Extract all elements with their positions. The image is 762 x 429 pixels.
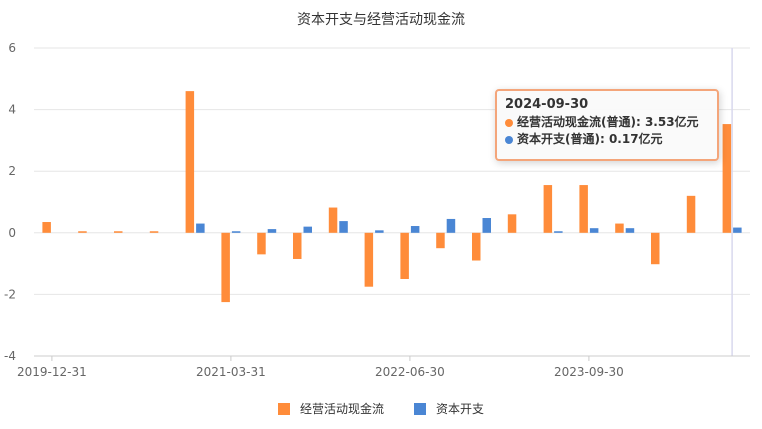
- bar-ocf: [651, 232, 660, 265]
- bar-ocf: [507, 214, 517, 233]
- bar-capex: [446, 218, 456, 233]
- bar-capex: [625, 228, 635, 233]
- tooltip: 2024-09-30 经营活动现金流(普通): 3.53亿元 资本开支(普通):…: [495, 89, 719, 161]
- bar-ocf: [579, 185, 588, 233]
- bar-capex: [339, 221, 348, 233]
- bar-ocf: [543, 185, 553, 233]
- bar-ocf: [328, 207, 338, 233]
- y-tick-label: -4: [4, 349, 16, 363]
- bar-capex: [303, 226, 312, 233]
- tooltip-row-ocf: 经营活动现金流(普通): 3.53亿元: [505, 114, 709, 131]
- y-tick-label: 2: [8, 164, 16, 178]
- capex-dot-icon: [505, 135, 513, 144]
- bar-ocf: [436, 232, 445, 249]
- bar-ocf: [149, 231, 159, 233]
- bar-ocf: [114, 231, 123, 233]
- bar-capex: [375, 230, 384, 233]
- bar-capex: [196, 223, 205, 233]
- legend-swatch-capex: [414, 402, 426, 415]
- bar-ocf: [293, 232, 302, 259]
- bar-ocf: [686, 195, 696, 233]
- bar-ocf: [400, 232, 409, 279]
- bar-ocf: [42, 222, 51, 233]
- bar-ocf: [185, 91, 195, 233]
- bar-ocf: [221, 232, 230, 303]
- tooltip-date: 2024-09-30: [505, 97, 589, 112]
- y-tick-label: 4: [8, 103, 16, 117]
- bar-ocf: [78, 231, 87, 233]
- bar-capex: [410, 226, 420, 233]
- bar-capex: [589, 228, 599, 233]
- bar-capex: [733, 227, 742, 233]
- x-tick-label: 2021-03-31: [196, 365, 266, 379]
- legend: 经营活动现金流 资本开支: [0, 400, 762, 417]
- x-tick-label: 2022-06-30: [375, 365, 445, 379]
- legend-swatch-ocf: [277, 402, 290, 415]
- legend-label-capex: 资本开支: [436, 402, 485, 416]
- bar-ocf: [472, 232, 481, 261]
- chart-title: 资本开支与经营活动现金流: [297, 12, 465, 28]
- x-tick-label: 2023-09-30: [554, 365, 624, 379]
- bar-ocf: [722, 124, 732, 233]
- y-tick-label: 0: [8, 226, 16, 240]
- tooltip-capex-text: 资本开支(普通): 0.17亿元: [517, 132, 663, 146]
- bar-capex: [231, 231, 241, 233]
- bar-ocf: [615, 223, 624, 233]
- legend-item-ocf[interactable]: 经营活动现金流: [277, 400, 384, 417]
- ocf-dot-icon: [505, 118, 513, 127]
- legend-label-ocf: 经营活动现金流: [299, 402, 384, 416]
- bar-capex: [482, 218, 491, 233]
- y-tick-label: 6: [8, 41, 16, 55]
- bar-ocf: [364, 232, 374, 287]
- tooltip-row-capex: 资本开支(普通): 0.17亿元: [505, 131, 709, 148]
- bar-ocf: [257, 232, 266, 255]
- bar-capex: [554, 231, 563, 233]
- tooltip-ocf-text: 经营活动现金流(普通): 3.53亿元: [517, 115, 699, 129]
- bar-capex: [267, 229, 277, 233]
- y-tick-label: -2: [4, 287, 16, 301]
- x-tick-label: 2019-12-31: [17, 365, 87, 379]
- legend-item-capex[interactable]: 资本开支: [414, 400, 484, 417]
